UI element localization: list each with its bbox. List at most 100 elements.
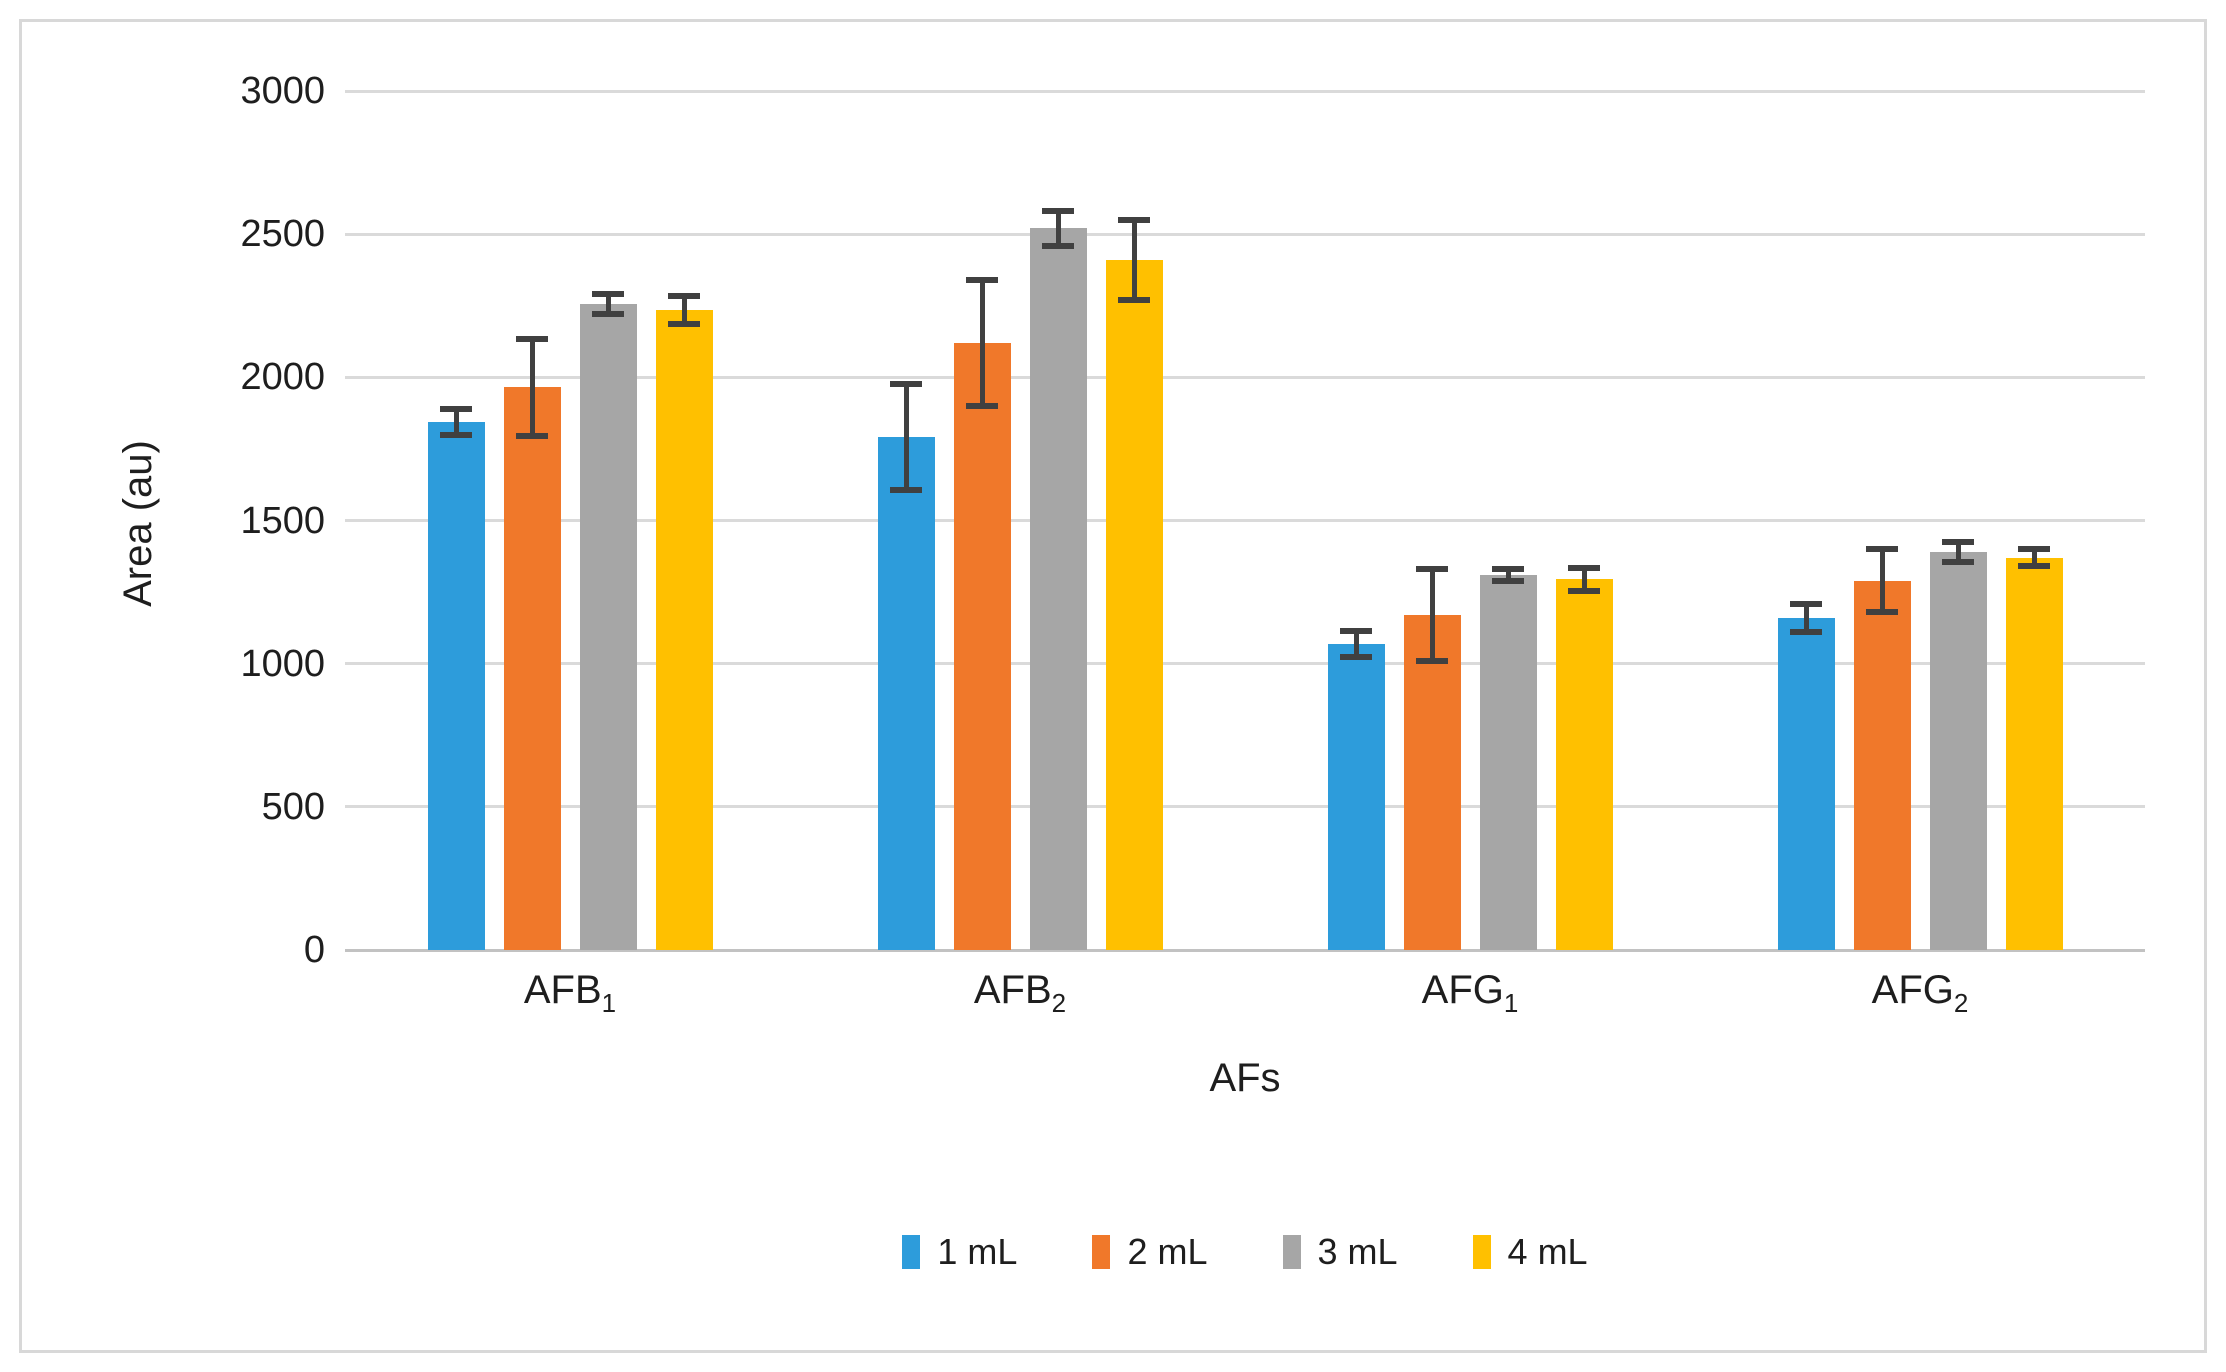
- error-bar: [529, 338, 535, 437]
- gridline: [345, 375, 2145, 379]
- error-bar-cap: [1416, 657, 1448, 664]
- error-bar-cap: [440, 431, 472, 438]
- legend: 1 mL 2 mL 3 mL 4 mL: [345, 1222, 2145, 1282]
- error-bar-cap: [966, 276, 998, 283]
- bar-AFB1-4mL: [655, 310, 713, 950]
- error-bar: [1803, 603, 1809, 633]
- error-bar: [1505, 569, 1511, 581]
- bar-AFB2-4mL: [1105, 259, 1163, 950]
- bar-AFB1-3mL: [579, 304, 637, 950]
- error-bar-cap: [1942, 559, 1974, 566]
- bar-AFG1-4mL: [1555, 579, 1613, 950]
- error-bar-cap: [1866, 546, 1898, 553]
- error-bar-cap: [890, 381, 922, 388]
- category-label-AFG2: AFG2: [1695, 968, 2145, 1019]
- gridline: [345, 232, 2145, 236]
- legend-label: 3 mL: [1317, 1231, 1398, 1272]
- error-bar-cap: [1492, 566, 1524, 573]
- error-bar-cap: [592, 291, 624, 298]
- error-bar-cap: [440, 405, 472, 412]
- error-bar: [681, 295, 687, 325]
- bar-AFB2-3mL: [1029, 228, 1087, 950]
- error-bar-cap: [1340, 653, 1372, 660]
- bar-AFG2-3mL: [1929, 551, 1987, 950]
- y-tick-label: 500: [261, 785, 325, 828]
- bar-AFG1-3mL: [1479, 574, 1537, 950]
- y-tick-label: 1000: [240, 642, 325, 685]
- bar-AFG1-2mL: [1403, 614, 1461, 950]
- error-bar: [2031, 549, 2037, 567]
- category-label-subscript: 1: [601, 988, 617, 1018]
- error-bar-cap: [668, 321, 700, 328]
- error-bar-cap: [1416, 566, 1448, 573]
- legend-label: 4 mL: [1507, 1231, 1588, 1272]
- gridline: [345, 519, 2145, 522]
- bar-AFB1-2mL: [503, 387, 561, 950]
- bar-AFG2-2mL: [1853, 580, 1911, 950]
- error-bar: [1131, 219, 1137, 301]
- error-bar-cap: [1042, 242, 1074, 249]
- category-label-text: AFB: [973, 968, 1052, 1012]
- error-bar-cap: [1042, 208, 1074, 215]
- legend-swatch-icon: [1282, 1235, 1301, 1269]
- category-label-subscript: 2: [1953, 988, 1969, 1018]
- category-label-text: AFB: [523, 968, 602, 1012]
- y-tick-label: 2500: [240, 213, 325, 256]
- bar-AFG1-1mL: [1327, 643, 1385, 950]
- bar-AFG2-4mL: [2005, 557, 2063, 950]
- error-bar-cap: [516, 335, 548, 342]
- y-tick-label: 1500: [240, 499, 325, 542]
- error-bar-cap: [1492, 577, 1524, 584]
- legend-label: 2 mL: [1127, 1231, 1208, 1272]
- legend-label: 1 mL: [937, 1231, 1018, 1272]
- x-axis-title: AFs: [1209, 1056, 1281, 1100]
- error-bar: [1055, 211, 1061, 246]
- x-axis-line: [345, 948, 2145, 952]
- y-tick-label: 0: [303, 929, 325, 971]
- legend-item-1mL: 1 mL: [902, 1234, 1017, 1270]
- error-bar-cap: [1866, 609, 1898, 616]
- error-bar-cap: [1118, 216, 1150, 223]
- error-bar: [1581, 567, 1587, 591]
- error-bar-cap: [2018, 546, 2050, 553]
- error-bar-cap: [2018, 563, 2050, 570]
- legend-item-2mL: 2 mL: [1092, 1231, 1208, 1272]
- error-bar-cap: [1568, 564, 1600, 571]
- gridline: [345, 662, 2145, 666]
- error-bar: [1353, 630, 1359, 657]
- error-bar-cap: [668, 292, 700, 299]
- error-bar-cap: [1942, 538, 1974, 545]
- error-bar-cap: [1790, 629, 1822, 636]
- error-bar: [1429, 569, 1435, 661]
- bar-AFG2-1mL: [1777, 617, 1835, 950]
- error-bar-cap: [592, 311, 624, 318]
- error-bar: [1955, 541, 1961, 562]
- error-bar: [453, 408, 459, 435]
- error-bar-cap: [516, 433, 548, 440]
- legend-item-4mL: 4 mL: [1472, 1231, 1588, 1272]
- bar-AFB1-1mL: [427, 421, 485, 950]
- category-label-AFB2: AFB2: [795, 968, 1245, 1019]
- category-label-subscript: 2: [1051, 988, 1067, 1018]
- error-bar: [903, 384, 909, 491]
- category-label-AFG1: AFG1: [1245, 968, 1695, 1019]
- category-label-text: AFG: [1421, 968, 1504, 1012]
- error-bar: [979, 279, 985, 406]
- gridline: [345, 805, 2145, 809]
- error-bar-cap: [1340, 627, 1372, 634]
- error-bar: [1879, 549, 1885, 613]
- legend-swatch-icon: [1092, 1235, 1111, 1269]
- bar-AFB2-1mL: [877, 437, 935, 950]
- y-tick-label: 3000: [240, 70, 325, 112]
- category-label-subscript: 1: [1503, 988, 1519, 1018]
- error-bar-cap: [966, 402, 998, 409]
- legend-swatch-icon: [1472, 1235, 1491, 1269]
- error-bar: [605, 294, 611, 315]
- error-bar-cap: [1118, 297, 1150, 304]
- legend-item-3mL: 3 mL: [1282, 1231, 1398, 1272]
- y-tick-label: 2000: [240, 356, 325, 399]
- legend-swatch-icon: [902, 1235, 921, 1269]
- gridline: [345, 89, 2145, 93]
- error-bar-cap: [1790, 600, 1822, 607]
